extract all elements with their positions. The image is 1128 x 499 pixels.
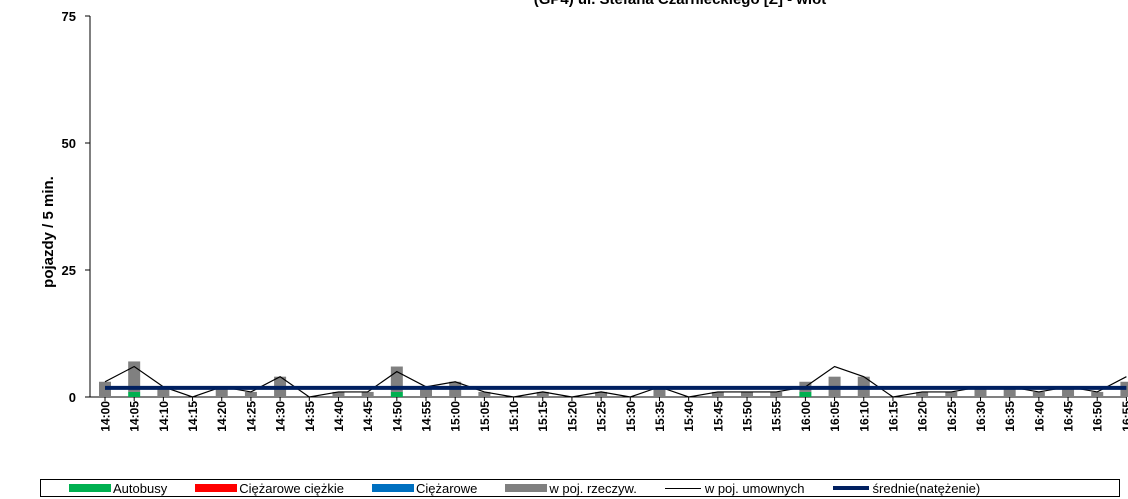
bar-w-poj-rzeczyw-	[974, 386, 987, 397]
bar-w-poj-rzeczyw-	[770, 391, 783, 397]
y-tick-label: 0	[69, 390, 76, 405]
conventional-vehicles-line	[104, 365, 1127, 398]
legend-item: Autobusy	[69, 481, 167, 496]
x-tick-label: 16:50	[1091, 401, 1105, 432]
chart-title: (GP4) ul. Stefana Czarnieckiego [Z] - wl…	[534, 0, 827, 8]
legend-item: w poj. rzeczyw.	[505, 480, 637, 496]
legend-label: w poj. umownych	[704, 480, 805, 496]
legend-item: średnie(natężenie)	[832, 480, 981, 496]
x-tick-label: 16:30	[974, 401, 988, 432]
x-tick-label: 14:15	[186, 401, 200, 432]
bar-w-poj-rzeczyw-	[1003, 386, 1016, 397]
y-tick-label: 50	[62, 136, 76, 151]
bar-w-poj-rzeczyw-	[1091, 391, 1104, 397]
legend-label: średnie(natężenie)	[872, 480, 981, 496]
x-tick-label: 16:35	[1003, 401, 1017, 432]
x-tick-label: 16:40	[1032, 401, 1046, 432]
x-tick-label: 16:10	[857, 401, 871, 432]
bar-w-poj-rzeczyw-	[157, 386, 170, 397]
bar-autobusy	[390, 391, 403, 397]
x-tick-label: 16:05	[828, 401, 842, 432]
y-tick-label: 75	[62, 9, 76, 24]
x-tick-label: 14:25	[244, 401, 258, 432]
bar-w-poj-rzeczyw-	[945, 391, 958, 397]
x-tick-label: 15:40	[682, 401, 696, 432]
bar-w-poj-rzeczyw-	[916, 391, 929, 397]
bar-w-poj-rzeczyw-	[536, 391, 549, 397]
bar-w-poj-rzeczyw-	[332, 391, 345, 397]
x-tick-label: 15:25	[595, 401, 609, 432]
x-tick-label: 16:55	[1120, 401, 1128, 432]
legend-label: w poj. rzeczyw.	[549, 480, 637, 496]
legend-swatch	[505, 484, 548, 492]
x-axis: 14:00 14:05 14:10 14:15 14:20 14:25 14:30 14:35…	[90, 396, 1128, 432]
x-tick-label: 15:15	[536, 401, 550, 432]
x-tick-label: 15:30	[624, 401, 638, 432]
legend-swatch	[664, 487, 701, 489]
bar-w-poj-rzeczyw-	[741, 391, 754, 397]
bar-w-poj-rzeczyw-	[420, 386, 433, 397]
x-tick-label: 15:55	[770, 401, 784, 432]
bar-autobusy	[128, 391, 141, 397]
x-tick-label: 16:00	[799, 401, 813, 432]
x-tick-label: 14:10	[157, 401, 171, 432]
bar-w-poj-rzeczyw-	[711, 391, 724, 397]
bar-autobusy	[799, 391, 812, 397]
bar-w-poj-rzeczyw-	[215, 386, 228, 397]
x-tick-label: 14:45	[361, 401, 375, 432]
x-tick-label: 14:30	[274, 401, 288, 432]
x-tick-label: 16:15	[886, 401, 900, 432]
legend-item: w poj. umownych	[664, 480, 805, 496]
bar-w-poj-rzeczyw-	[653, 386, 666, 397]
x-tick-label: 14:20	[215, 401, 229, 432]
lines	[104, 365, 1127, 398]
bar-w-poj-rzeczyw-	[244, 391, 257, 397]
chart: (GP4) ul. Stefana Czarnieckiego [Z] - wl…	[40, 0, 1128, 432]
legend-label: Ciężarowe	[415, 480, 478, 496]
x-tick-label: 16:45	[1062, 401, 1076, 432]
y-tick-label: 25	[62, 263, 76, 278]
x-tick-label: 16:25	[945, 401, 959, 432]
y-axis-label: pojazdy / 5 min.	[40, 176, 57, 288]
x-tick-label: 16:20	[916, 401, 930, 432]
legend-label: Ciężarowe ciężkie	[239, 480, 344, 496]
x-tick-label: 14:05	[128, 401, 142, 432]
x-tick-label: 15:45	[711, 401, 725, 432]
legend: Autobusy Ciężarowe ciężkie Ciężarowe w poj.…	[40, 479, 1120, 497]
y-axis: 0 25 50 75	[62, 9, 91, 405]
bar-w-poj-rzeczyw-	[1062, 386, 1075, 397]
x-tick-label: 15:20	[565, 401, 579, 432]
legend-swatch	[69, 484, 111, 492]
x-tick-label: 14:35	[303, 401, 317, 432]
bar-w-poj-rzeczyw-	[361, 391, 374, 397]
bar-w-poj-rzeczyw-	[1032, 391, 1045, 397]
x-tick-label: 14:55	[420, 401, 434, 432]
x-tick-label: 15:10	[507, 401, 521, 432]
bars	[99, 361, 1128, 397]
x-tick-label: 15:35	[653, 401, 667, 432]
legend-item: Ciężarowe	[371, 480, 478, 496]
legend-swatch	[832, 486, 869, 490]
x-tick-label: 14:00	[99, 401, 113, 432]
x-tick-label: 14:40	[332, 401, 346, 432]
bar-w-poj-rzeczyw-	[595, 391, 608, 397]
legend-swatch	[371, 484, 414, 492]
x-tick-label: 14:50	[390, 401, 404, 432]
x-tick-label: 15:00	[449, 401, 463, 432]
x-tick-label: 15:50	[741, 401, 755, 432]
bar-w-poj-rzeczyw-	[478, 391, 491, 397]
legend-swatch	[195, 484, 238, 492]
x-tick-label: 15:05	[478, 401, 492, 432]
legend-label: Autobusy	[113, 480, 168, 496]
legend-item: Ciężarowe ciężkie	[195, 481, 344, 496]
